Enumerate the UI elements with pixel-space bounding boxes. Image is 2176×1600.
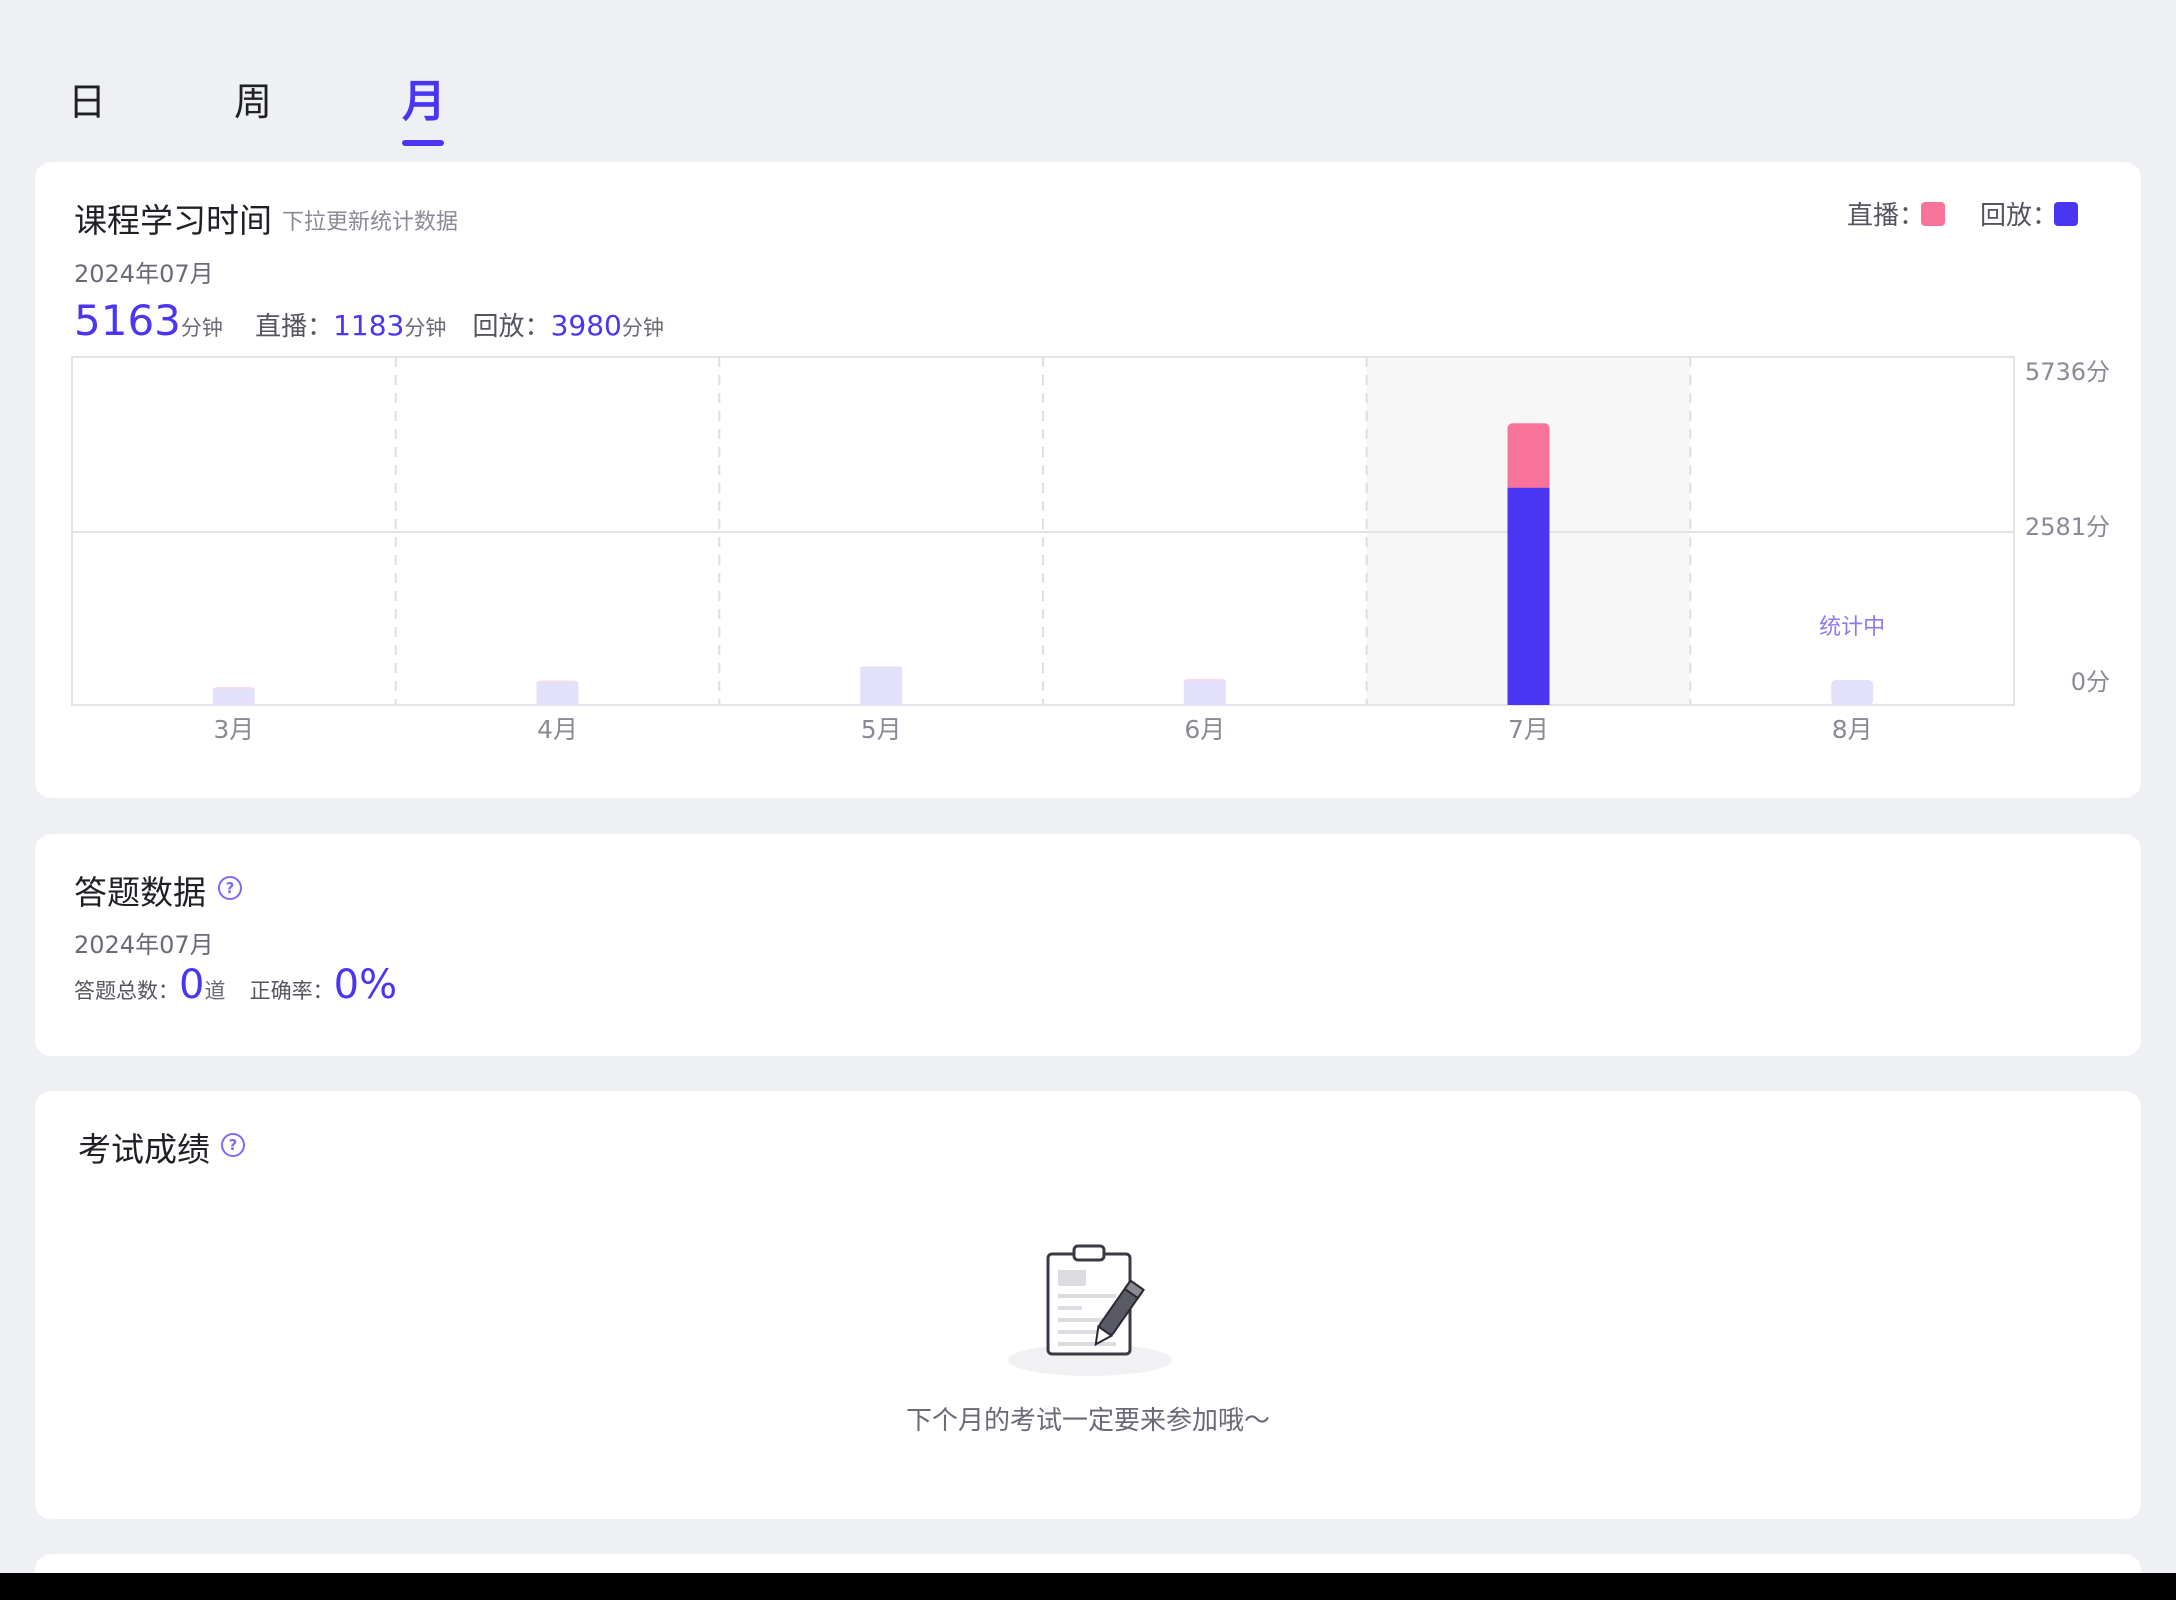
- bar-replay: [860, 666, 903, 705]
- answer-data-card: [35, 834, 2141, 1056]
- legend-replay-label: 回放：: [1980, 201, 2059, 231]
- refresh-hint: 下拉更新统计数据: [282, 210, 459, 235]
- legend-live-swatch: [1921, 202, 1945, 226]
- x-tick-label: 4月: [537, 715, 578, 744]
- tab-month[interactable]: 月: [402, 76, 446, 127]
- bar-replay: [1831, 679, 1874, 705]
- study-time-title: 课程学习时间: [74, 201, 272, 240]
- live-label: 直播：: [255, 312, 334, 342]
- y-tick-label: 2581分: [2025, 513, 2110, 541]
- bar-replay: [536, 682, 579, 705]
- x-tick-label: 6月: [1184, 715, 1225, 744]
- bar-live: [1507, 423, 1550, 494]
- clipboard-pencil-icon: [1008, 1244, 1172, 1376]
- bar-replay: [1507, 487, 1550, 705]
- answer-period: 2024年07月: [74, 931, 214, 959]
- accuracy-value: 0%: [333, 962, 398, 1008]
- answer-total-label: 答题总数：: [74, 979, 179, 1003]
- total-minutes: 5163: [74, 296, 181, 345]
- answer-data-title: 答题数据: [74, 873, 206, 912]
- answer-total-value: 0: [179, 962, 205, 1008]
- study-time-card: [35, 162, 2141, 798]
- active-tab-indicator: [402, 140, 444, 146]
- replay-minutes: 3980: [550, 309, 622, 342]
- exam-help-icon[interactable]: ?: [221, 1133, 245, 1157]
- y-tick-label: 5736分: [2025, 358, 2110, 386]
- legend-live-label: 直播：: [1847, 201, 1926, 231]
- bar-replay: [212, 688, 255, 705]
- replay-label: 回放：: [472, 312, 551, 342]
- answer-help-icon[interactable]: ?: [218, 876, 242, 900]
- x-tick-label: 8月: [1832, 715, 1873, 744]
- study-stats: 5163分钟 直播：1183分钟 回放：3980分钟: [74, 296, 664, 345]
- y-tick-label: 0分: [2071, 668, 2110, 696]
- live-unit: 分钟: [404, 316, 447, 340]
- replay-unit: 分钟: [621, 316, 664, 340]
- answer-stats: 答题总数：0道 正确率：0%: [74, 962, 397, 1008]
- total-unit: 分钟: [180, 316, 223, 340]
- legend-replay-swatch: [2054, 202, 2078, 226]
- answer-total-unit: 道: [204, 979, 226, 1003]
- x-tick-label: 7月: [1508, 715, 1549, 744]
- x-tick-label: 5月: [861, 715, 902, 744]
- tab-day[interactable]: 日: [68, 80, 107, 124]
- x-tick-label: 3月: [213, 715, 254, 744]
- exam-score-title: 考试成绩: [78, 1130, 210, 1169]
- live-minutes: 1183: [333, 309, 405, 342]
- bottom-bar: [0, 1573, 2176, 1600]
- bar-replay: [1183, 680, 1226, 705]
- tab-week[interactable]: 周: [234, 80, 273, 124]
- study-time-chart: 5736分 2581分 0分 3月 4月 5月 6月 7月 8月 统计中: [71, 356, 2110, 744]
- study-period: 2024年07月: [74, 260, 214, 288]
- exam-empty-text: 下个月的考试一定要来参加哦～: [905, 1406, 1270, 1436]
- bar-annotation: 统计中: [1819, 615, 1885, 640]
- accuracy-label: 正确率：: [249, 979, 334, 1003]
